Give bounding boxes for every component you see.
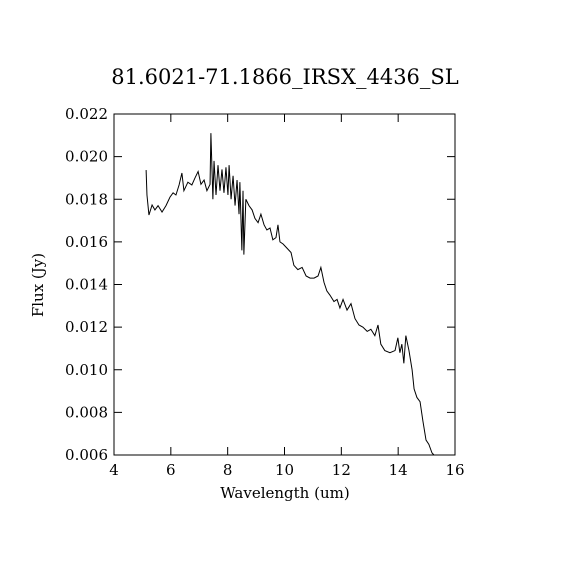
- x-tick-label: 12: [332, 461, 351, 479]
- x-tick-label: 8: [223, 461, 233, 479]
- x-tick-label: 4: [109, 461, 119, 479]
- y-tick-label: 0.010: [65, 361, 108, 379]
- x-tick-label: 6: [166, 461, 176, 479]
- x-tick-label: 14: [389, 461, 408, 479]
- chart-title: 81.6021-71.1866_IRSX_4436_SL: [111, 65, 459, 89]
- y-tick-label: 0.016: [65, 233, 108, 251]
- x-tick-label: 16: [445, 461, 464, 479]
- y-tick-label: 0.020: [65, 148, 108, 166]
- y-tick-label: 0.014: [65, 276, 108, 294]
- x-tick-label: 10: [275, 461, 294, 479]
- x-axis-label: Wavelength (um): [220, 484, 349, 502]
- spectrum-line: [145, 133, 435, 456]
- y-tick-label: 0.018: [65, 190, 108, 208]
- y-tick-label: 0.006: [65, 446, 108, 464]
- y-tick-label: 0.012: [65, 318, 108, 336]
- y-tick-label: 0.022: [65, 105, 108, 123]
- y-tick-label: 0.008: [65, 403, 108, 421]
- y-axis-label: Flux (Jy): [29, 253, 47, 317]
